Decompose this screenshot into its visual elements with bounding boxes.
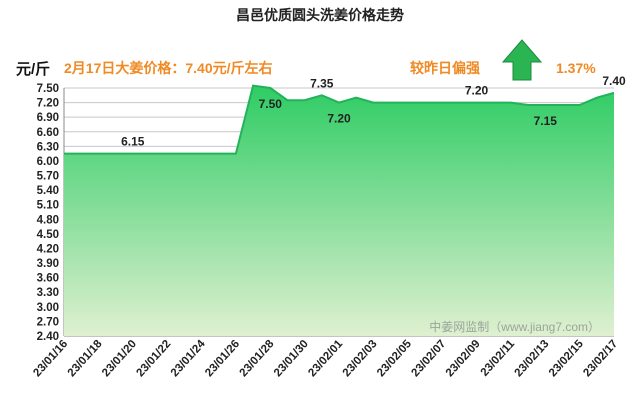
y-tick-label: 6.30 — [37, 141, 59, 153]
y-tick-label: 5.40 — [37, 185, 59, 197]
y-tick-label: 2.40 — [37, 331, 59, 343]
y-tick-label: 6.60 — [37, 127, 59, 139]
area-fill — [64, 85, 614, 336]
data-labels: 6.15 7.50 7.35 7.20 7.20 7.15 7.40 — [121, 74, 626, 149]
x-tick-label: 23/01/16 — [31, 338, 70, 379]
x-tick-label: 23/02/07 — [409, 338, 448, 379]
y-tick-label: 6.90 — [37, 112, 59, 124]
data-label: 7.20 — [327, 112, 351, 126]
y-tick-label: 5.10 — [37, 200, 59, 212]
series-line — [64, 84, 615, 155]
x-axis: 23/01/1623/01/1823/01/2023/01/2223/01/24… — [31, 338, 620, 380]
data-label: 7.40 — [602, 74, 626, 88]
x-tick-label: 23/01/22 — [134, 338, 173, 379]
headline-compare: 较昨日偏强 — [410, 60, 480, 76]
series-area — [64, 84, 615, 336]
y-axis-unit: 元/斤 — [16, 61, 50, 78]
x-tick-label: 23/02/17 — [581, 338, 620, 379]
data-label: 6.15 — [121, 135, 145, 149]
x-tick-label: 23/02/13 — [513, 338, 552, 379]
data-label: 7.35 — [310, 76, 334, 90]
x-tick-label: 23/01/24 — [169, 338, 208, 380]
x-tick-label: 23/02/11 — [479, 338, 518, 379]
x-tick-label: 23/01/20 — [100, 338, 139, 379]
chart-title: 昌邑优质圆头洗姜价格走势 — [236, 7, 404, 23]
y-tick-label: 3.00 — [37, 302, 59, 314]
data-label: 7.50 — [259, 97, 283, 111]
y-tick-label: 5.70 — [37, 171, 59, 183]
data-label: 7.20 — [465, 84, 489, 98]
y-tick-label: 3.90 — [37, 258, 59, 270]
y-tick-label: 4.50 — [37, 229, 59, 241]
data-label: 7.15 — [534, 114, 558, 128]
headline-change-pct: 1.37% — [556, 60, 596, 76]
x-tick-label: 23/01/30 — [272, 338, 311, 379]
y-tick-label: 4.80 — [37, 214, 59, 226]
x-tick-label: 23/02/05 — [375, 338, 414, 380]
y-tick-label: 4.20 — [37, 243, 59, 255]
x-tick-label: 23/02/01 — [306, 338, 345, 380]
y-tick-label: 6.00 — [37, 156, 59, 168]
x-tick-label: 23/01/26 — [203, 338, 242, 379]
x-tick-label: 23/01/18 — [66, 338, 105, 380]
y-tick-label: 2.70 — [37, 316, 59, 328]
y-tick-label: 7.20 — [37, 98, 59, 110]
x-tick-label: 23/02/15 — [547, 338, 586, 380]
y-tick-label: 7.50 — [37, 83, 59, 95]
watermark-text: 中姜网监制（www.jiang7.com） — [429, 319, 600, 334]
x-tick-label: 23/02/03 — [341, 338, 380, 379]
y-tick-label: 3.60 — [37, 273, 59, 285]
y-axis: 2.40 2.70 3.00 3.30 3.60 3.90 4.20 4.50 4.80 5.10… — [37, 83, 59, 343]
x-tick-label: 23/02/09 — [444, 338, 483, 379]
headline-price: 2月17日大姜价格：7.40元/斤左右 — [64, 60, 273, 76]
up-arrow-icon — [501, 39, 543, 81]
x-tick-label: 23/01/28 — [238, 338, 277, 380]
y-tick-label: 3.30 — [37, 287, 59, 299]
